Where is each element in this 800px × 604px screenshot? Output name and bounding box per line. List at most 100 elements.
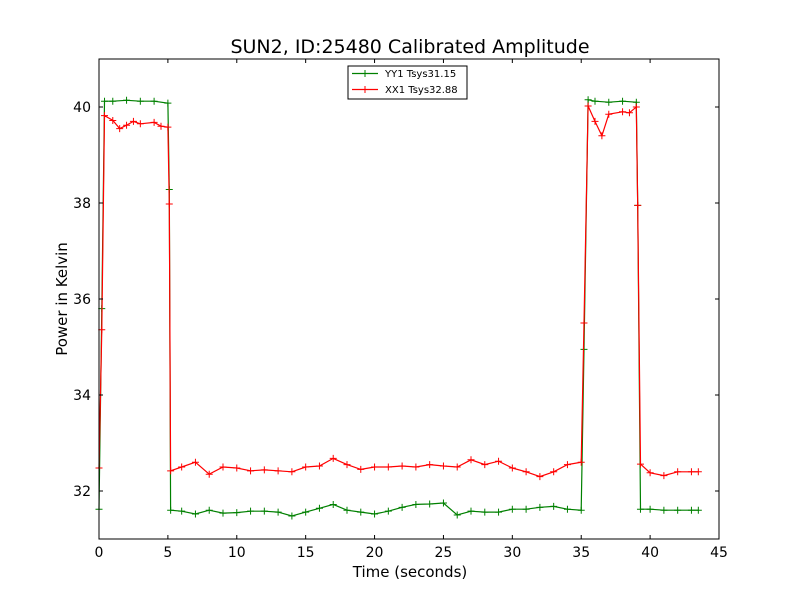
data-point <box>453 511 461 519</box>
data-point <box>191 458 199 466</box>
data-point <box>167 506 175 514</box>
legend-marker-xx1 <box>361 86 369 93</box>
data-point <box>522 468 530 476</box>
data-point <box>619 97 627 105</box>
data-point <box>619 108 627 116</box>
data-point <box>467 507 475 515</box>
data-point <box>109 97 117 105</box>
data-point <box>439 499 447 507</box>
data-point <box>674 468 682 476</box>
data-point <box>274 508 282 516</box>
chart-title: SUN2, ID:25480 Calibrated Amplitude <box>230 36 589 58</box>
x-tick-label: 25 <box>435 545 453 561</box>
x-tick-label: 20 <box>366 545 384 561</box>
data-point <box>467 456 475 464</box>
data-point <box>591 97 599 105</box>
data-point <box>136 120 144 128</box>
series-2 <box>95 102 702 481</box>
data-point <box>205 470 213 478</box>
data-point <box>481 461 489 469</box>
data-point <box>165 200 173 208</box>
x-tick-label: 35 <box>572 545 590 561</box>
data-point <box>191 510 199 518</box>
data-point <box>167 467 175 475</box>
x-tick-label: 5 <box>163 545 172 561</box>
data-point <box>577 458 585 466</box>
y-tick-label: 36 <box>73 292 91 308</box>
data-point <box>495 508 503 516</box>
data-point <box>219 463 227 471</box>
data-point <box>584 102 592 110</box>
legend-marker-yy1 <box>361 70 369 77</box>
data-point <box>109 116 117 124</box>
data-point <box>288 468 296 476</box>
data-point <box>598 132 606 140</box>
data-point <box>371 463 379 471</box>
x-tick-label: 15 <box>297 545 315 561</box>
data-point <box>260 466 268 474</box>
data-point <box>536 473 544 481</box>
data-point <box>660 506 668 514</box>
data-point <box>634 201 642 209</box>
data-point <box>577 506 585 514</box>
data-point <box>398 462 406 470</box>
data-point <box>694 468 702 476</box>
data-point <box>123 96 131 104</box>
data-point <box>605 110 613 118</box>
data-point <box>636 460 644 468</box>
data-point <box>233 509 241 517</box>
data-point <box>157 122 165 130</box>
data-point <box>412 463 420 471</box>
data-point <box>288 512 296 520</box>
data-point <box>302 508 310 516</box>
data-point <box>563 461 571 469</box>
data-point <box>453 463 461 471</box>
x-tick-label: 45 <box>710 545 728 561</box>
data-point <box>329 454 337 462</box>
data-point <box>384 507 392 515</box>
data-point <box>274 467 282 475</box>
data-point <box>580 319 588 327</box>
plot-area <box>95 96 702 520</box>
data-point <box>694 506 702 514</box>
data-point <box>625 109 633 117</box>
data-point <box>219 509 227 517</box>
data-point <box>260 507 268 515</box>
data-point <box>384 463 392 471</box>
data-point <box>343 461 351 469</box>
data-point <box>164 123 172 131</box>
data-point <box>687 506 695 514</box>
data-point <box>674 506 682 514</box>
data-point <box>646 469 654 477</box>
data-point <box>136 97 144 105</box>
data-point <box>164 99 172 107</box>
data-point <box>233 464 241 472</box>
data-point <box>550 468 558 476</box>
data-point <box>302 463 310 471</box>
data-point <box>660 472 668 480</box>
data-point <box>116 125 124 133</box>
data-point <box>508 464 516 472</box>
x-axis-label: Time (seconds) <box>352 563 468 581</box>
data-point <box>205 506 213 514</box>
data-point <box>522 505 530 513</box>
data-point <box>357 508 365 516</box>
y-tick-label: 32 <box>73 484 91 500</box>
data-point <box>129 117 137 125</box>
data-point <box>178 507 186 515</box>
legend: YY1 Tsys31.15 XX1 Tsys32.88 <box>347 65 468 100</box>
data-point <box>481 508 489 516</box>
legend-label-yy1: YY1 Tsys31.15 <box>384 69 456 80</box>
data-point <box>247 507 255 515</box>
data-point <box>591 117 599 125</box>
data-point <box>495 457 503 465</box>
data-point <box>357 465 365 473</box>
data-point <box>329 500 337 508</box>
data-point <box>605 98 613 106</box>
y-axis-label: Power in Kelvin <box>53 242 71 356</box>
axis-ticks: 0 5 10 15 20 25 30 35 40 45 32 34 36 38 40 <box>73 59 728 561</box>
x-tick-label: 0 <box>95 545 104 561</box>
data-point <box>101 112 109 120</box>
